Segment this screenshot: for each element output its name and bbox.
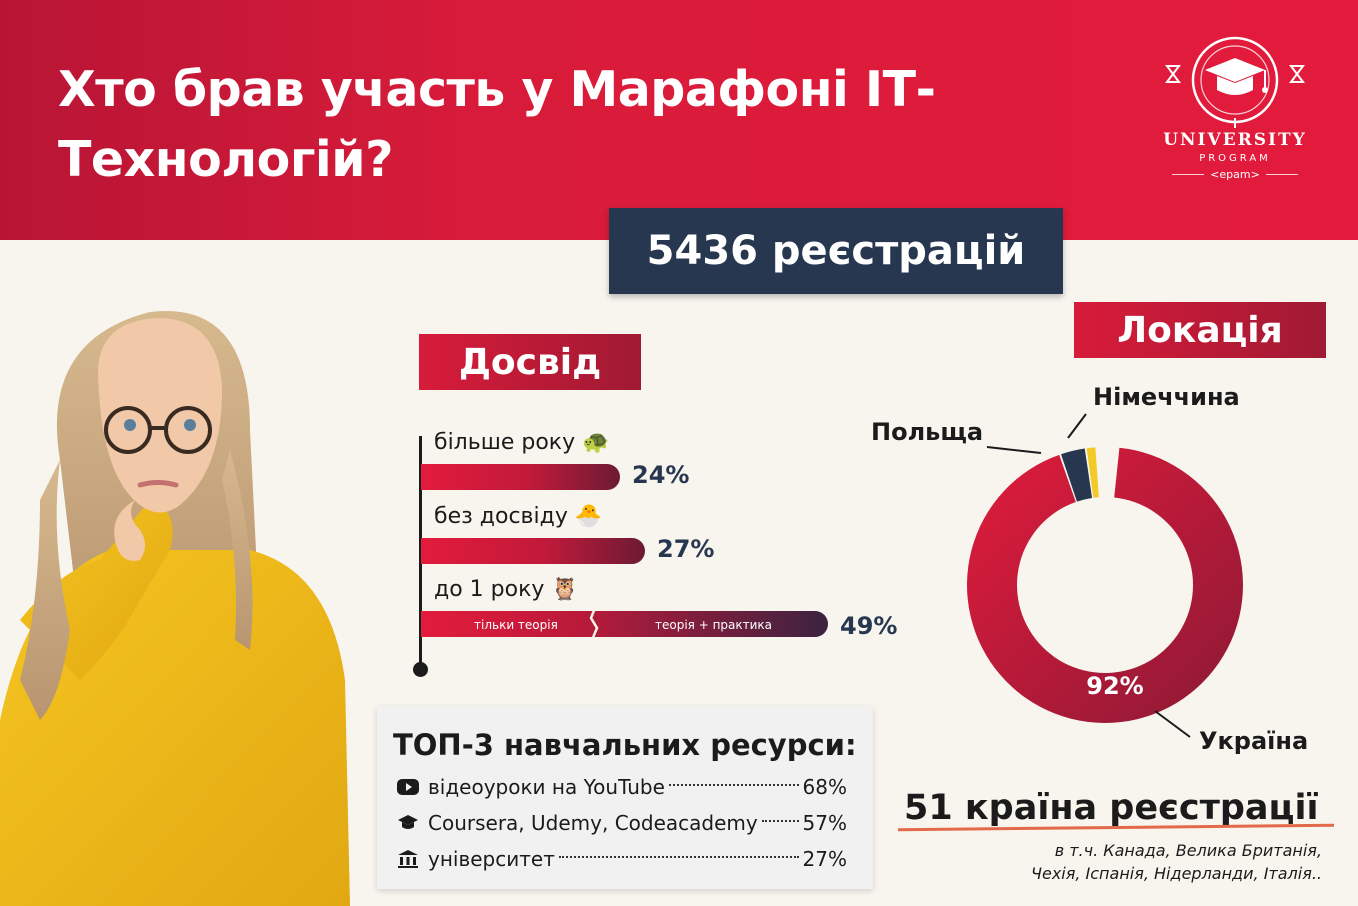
segment-theory-practice-label: теорія + практика <box>655 618 773 632</box>
logo-program-text: PROGRAM <box>1199 153 1271 164</box>
logo-epam: <epam> <box>1160 168 1310 181</box>
experience-bar-chart: більше року 🐢 24% без досвіду 🐣 27% до 1… <box>410 430 930 680</box>
segment-divider <box>589 608 599 640</box>
bar-no-experience <box>421 538 645 564</box>
bar-more-than-year <box>421 464 620 490</box>
experience-heading: Досвід <box>419 334 641 390</box>
chart-axis-line <box>419 436 422 670</box>
university-icon <box>397 848 419 870</box>
bar-category-label: без досвіду 🐣 <box>434 504 603 529</box>
page-title: Хто брав участь у Марафоні ІТ-Технологій… <box>58 61 936 188</box>
university-program-logo: UNIVERSITY PROGRAM <epam> <box>1160 28 1310 208</box>
resource-value: 57% <box>802 811 847 835</box>
countries-note-line1: в т.ч. Канада, Велика Британія, <box>1054 841 1322 860</box>
donut-slice-ukraine <box>967 447 1243 723</box>
bar-category-label: до 1 року 🦉 <box>434 577 579 602</box>
ukraine-value-label: 92% <box>1086 672 1144 700</box>
donut-slice-poland <box>1061 448 1093 502</box>
logo-divider <box>1265 174 1298 175</box>
top3-heading: ТОП-3 навчальних ресурси: <box>393 728 857 762</box>
segment-theory-only-label: тільки теорія <box>474 618 558 632</box>
bar-value-label: 49% <box>840 612 898 640</box>
header-banner <box>0 0 1358 240</box>
resource-name: Coursera, Udemy, Codeacademy <box>428 811 758 835</box>
leader-dots <box>668 784 799 786</box>
resource-row: університет 27% <box>397 845 847 873</box>
logo-university-text: UNIVERSITY <box>1163 130 1307 150</box>
countries-note-line2: Чехія, Іспанія, Нідерланди, Італія.. <box>1031 864 1322 883</box>
resource-value: 68% <box>802 775 847 799</box>
resource-row: відеоуроки на YouTube 68% <box>397 773 847 801</box>
label-germany: Німеччина <box>1093 383 1240 411</box>
graduation-cap-emblem <box>1165 36 1305 128</box>
registrations-badge: 5436 реєстрацій <box>609 208 1063 294</box>
location-donut-chart <box>967 447 1243 723</box>
resource-row: Coursera, Udemy, Codeacademy 57% <box>397 809 847 837</box>
resource-value: 27% <box>802 847 847 871</box>
resource-name: відеоуроки на YouTube <box>428 775 665 799</box>
bar-category-label: більше року 🐢 <box>434 430 610 455</box>
leader-dots <box>761 820 799 822</box>
donut-slice-germany <box>1086 447 1099 498</box>
bar-value-label: 27% <box>657 535 715 563</box>
youtube-icon <box>397 776 419 798</box>
graduation-icon <box>397 812 419 834</box>
leader-dots <box>558 856 799 858</box>
bar-value-label: 24% <box>632 461 690 489</box>
top3-resources-panel: ТОП-3 навчальних ресурси: відеоуроки на … <box>377 706 873 889</box>
logo-epam-text: <epam> <box>1210 168 1260 181</box>
thinking-woman-illustration <box>0 310 350 906</box>
logo-divider <box>1172 174 1205 175</box>
chart-axis-end-dot <box>413 662 428 677</box>
resource-name: університет <box>428 847 555 871</box>
location-heading: Локація <box>1074 302 1326 358</box>
label-ukraine: Україна <box>1199 727 1309 755</box>
label-poland: Польща <box>871 418 984 446</box>
countries-count: 51 країна реєстрації <box>904 788 1319 828</box>
bar-up-to-one-year: тільки теорія теорія + практика <box>421 608 828 640</box>
